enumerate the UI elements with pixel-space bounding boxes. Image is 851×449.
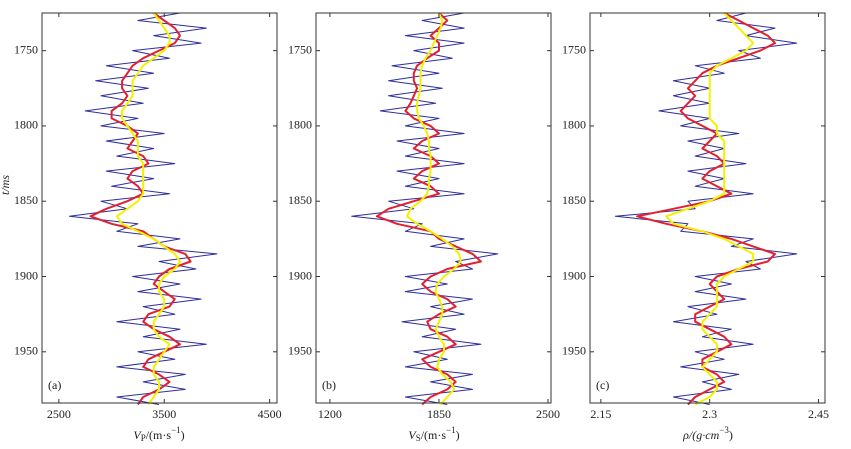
y-tick-label: 1950	[14, 344, 38, 358]
x-tick-label: 2.15	[590, 407, 611, 421]
plot-frame	[41, 12, 278, 404]
plot-frame	[315, 12, 552, 404]
y-axis-label: t/ms	[0, 175, 12, 195]
panel-label: (b)	[322, 378, 336, 392]
series-line	[68, 12, 218, 405]
series-line	[665, 12, 755, 406]
series-line	[375, 12, 482, 406]
x-axis-label: VP/(m·s−1)	[133, 425, 184, 443]
x-tick-label: 1200	[318, 407, 342, 421]
x-axis-label: VS/(m·s−1)	[408, 425, 459, 443]
series-line	[351, 12, 499, 405]
x-tick-label: 4500	[258, 407, 282, 421]
y-tick-label: 1850	[288, 193, 312, 207]
y-tick-label: 1750	[562, 42, 586, 56]
series-line	[406, 12, 462, 406]
x-tick-label: 3500	[152, 407, 176, 421]
y-tick-label: 1800	[562, 118, 586, 132]
x-tick-label: 2.3	[702, 407, 717, 421]
y-tick-label: 1750	[288, 42, 312, 56]
y-tick-label: 1900	[562, 268, 586, 282]
y-tick-label: 1850	[562, 193, 586, 207]
x-tick-label: 2500	[536, 407, 560, 421]
x-axis-label: ρ/(g·cm−3)	[682, 425, 733, 442]
panel-label: (a)	[48, 378, 61, 392]
x-tick-label: 2500	[47, 407, 71, 421]
x-tick-label: 1850	[427, 407, 451, 421]
y-tick-label: 1900	[14, 268, 38, 282]
series-line	[636, 12, 776, 406]
plot-frame	[589, 12, 826, 404]
y-tick-label: 1750	[14, 42, 38, 56]
y-tick-label: 1850	[14, 193, 38, 207]
series-line	[614, 12, 798, 405]
y-tick-label: 1950	[288, 344, 312, 358]
y-tick-label: 1950	[562, 344, 586, 358]
x-tick-label: 2.45	[808, 407, 829, 421]
y-tick-label: 1800	[288, 118, 312, 132]
series-line	[89, 12, 192, 406]
y-tick-label: 1800	[14, 118, 38, 132]
y-tick-label: 1900	[288, 268, 312, 282]
panel-label: (c)	[596, 378, 609, 392]
series-line	[115, 12, 181, 406]
